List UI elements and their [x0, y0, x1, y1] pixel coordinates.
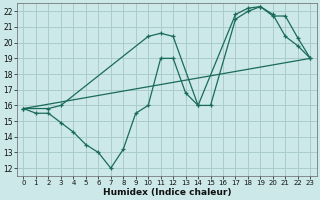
X-axis label: Humidex (Indice chaleur): Humidex (Indice chaleur)	[103, 188, 231, 197]
